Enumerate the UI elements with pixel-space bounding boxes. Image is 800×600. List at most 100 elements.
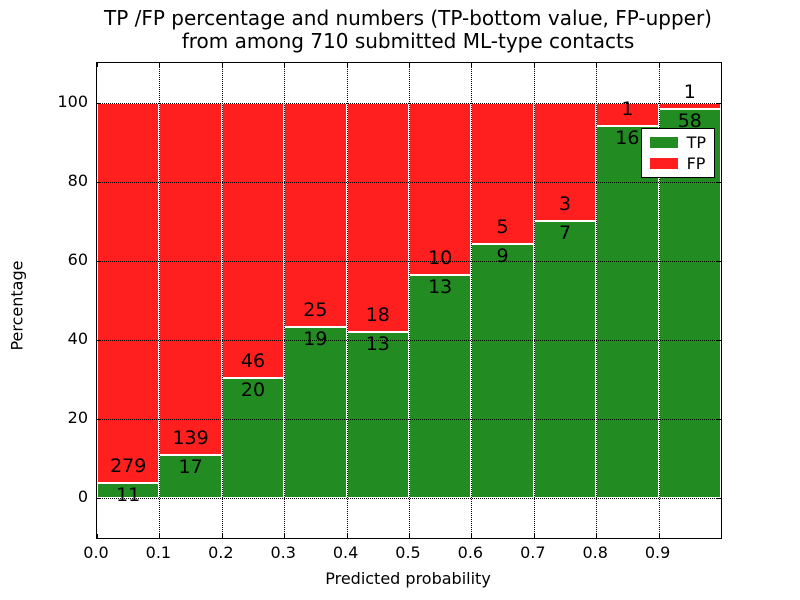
- bar-label-fp: 279: [110, 455, 147, 478]
- y-tick-mark: [97, 419, 101, 421]
- y-tick-label: 40: [67, 329, 88, 349]
- bar-label-fp: 5: [496, 215, 509, 238]
- legend-entry: FP: [649, 154, 706, 173]
- bar-segment-tp: [346, 332, 409, 499]
- chart-title-line2: from among 710 submitted ML-type contact…: [181, 29, 635, 53]
- x-tick-mark: [533, 534, 535, 538]
- bar-label-tp: 7: [558, 222, 572, 245]
- x-tick-mark: [596, 63, 598, 67]
- x-tick-label: 0.0: [83, 543, 109, 562]
- x-tick-mark: [346, 63, 348, 67]
- bar-segment-tp: [284, 327, 347, 499]
- x-tick-mark: [346, 534, 348, 538]
- bar-label-fp: 3: [558, 193, 572, 216]
- x-tick-label: 0.2: [208, 543, 234, 562]
- y-tick-mark: [717, 419, 721, 421]
- bar-label-fp: 139: [172, 427, 209, 450]
- y-tick-label: 60: [67, 249, 88, 269]
- bar-segment-fp: [221, 102, 285, 379]
- bar-label-tp: 13: [365, 333, 390, 356]
- y-tick-label: 20: [67, 408, 88, 428]
- bar-label-fp: 25: [303, 299, 328, 322]
- bar-label-tp: 11: [116, 484, 141, 507]
- bar-label-fp: 18: [365, 304, 390, 327]
- x-tick-mark: [596, 534, 598, 538]
- bar-label-fp: 10: [428, 246, 453, 269]
- bar-label-tp: 58: [677, 110, 702, 133]
- legend-label: FP: [686, 154, 706, 173]
- x-tick-label: 0.7: [520, 543, 546, 562]
- legend-swatch-tp: [649, 137, 678, 148]
- bar-label-tp: 17: [178, 456, 203, 479]
- legend-label: TP: [686, 133, 706, 152]
- y-tick-mark: [717, 260, 721, 262]
- y-tick-mark: [97, 498, 101, 500]
- x-tick-label: 0.1: [145, 543, 172, 562]
- y-tick-label: 100: [57, 91, 88, 111]
- x-tick-mark: [409, 534, 410, 538]
- x-tick-mark: [159, 63, 161, 67]
- x-tick-label: 0.8: [582, 543, 608, 562]
- bar-label-tp: 9: [496, 244, 509, 267]
- gridline-vertical: [658, 63, 660, 538]
- gridline-vertical: [409, 63, 410, 538]
- bar-segment-fp: [159, 102, 222, 456]
- gridline-vertical: [221, 63, 223, 538]
- plot-area: 279 11 139 17 46 20 25 19 18 13 10 13 5 9 3 7 1 16 1 58 TP F…: [96, 62, 722, 539]
- x-tick-label: 0.6: [457, 543, 484, 562]
- y-axis-label: Percentage: [7, 260, 27, 351]
- bar-segment-fp: [346, 102, 409, 333]
- gridline-vertical: [471, 63, 473, 538]
- bar-segment-fp: [97, 102, 160, 484]
- y-tick-label: 0: [77, 487, 88, 507]
- bar-label-tp: 16: [615, 126, 640, 149]
- y-tick-mark: [97, 260, 101, 262]
- y-tick-mark: [717, 102, 721, 104]
- y-tick-mark: [717, 498, 721, 500]
- bar-segment-tp: [471, 243, 534, 499]
- bar-segment-tp: [409, 274, 472, 499]
- bar-label-tp: 13: [428, 275, 453, 298]
- bar-segment-tp: [159, 455, 222, 499]
- x-tick-mark: [533, 63, 535, 67]
- chart-title-line1: TP /FP percentage and numbers (TP-bottom…: [104, 6, 712, 30]
- bar-label-tp: 19: [303, 328, 328, 351]
- x-tick-mark: [471, 534, 473, 538]
- gridline-vertical: [596, 63, 598, 538]
- x-tick-mark: [284, 534, 286, 538]
- y-tick-mark: [97, 181, 101, 183]
- x-tick-mark: [658, 534, 660, 538]
- x-tick-mark: [97, 63, 98, 67]
- x-tick-mark: [658, 63, 660, 67]
- gridline-vertical: [284, 63, 286, 538]
- bar-label-fp: 46: [240, 350, 266, 373]
- bar-segment-tp: [97, 483, 160, 499]
- x-tick-label: 0.3: [270, 543, 296, 562]
- legend-swatch-fp: [649, 158, 678, 169]
- legend: TP FP: [640, 128, 715, 178]
- bar-segment-fp: [284, 102, 347, 328]
- bar-segment-fp: [533, 102, 597, 222]
- x-tick-mark: [159, 534, 161, 538]
- legend-entry: TP: [649, 133, 706, 152]
- bar-label-tp: 20: [240, 379, 266, 402]
- x-tick-mark: [471, 63, 473, 67]
- x-tick-label: 0.4: [332, 543, 359, 562]
- x-tick-mark: [284, 63, 286, 67]
- bar-label-fp: 1: [621, 97, 634, 120]
- y-tick-mark: [717, 181, 721, 183]
- x-tick-mark: [409, 63, 410, 67]
- y-tick-mark: [717, 340, 721, 342]
- y-tick-mark: [97, 102, 101, 104]
- y-tick-mark: [97, 340, 101, 342]
- x-tick-mark: [221, 534, 223, 538]
- gridline-vertical: [346, 63, 348, 538]
- y-tick-label: 80: [67, 170, 88, 190]
- gridline-vertical: [533, 63, 535, 538]
- x-tick-mark: [221, 63, 223, 67]
- x-tick-label: 0.9: [644, 543, 671, 562]
- bar-segment-tp: [533, 221, 597, 499]
- x-tick-mark: [97, 534, 98, 538]
- x-axis-label: Predicted probability: [325, 569, 491, 588]
